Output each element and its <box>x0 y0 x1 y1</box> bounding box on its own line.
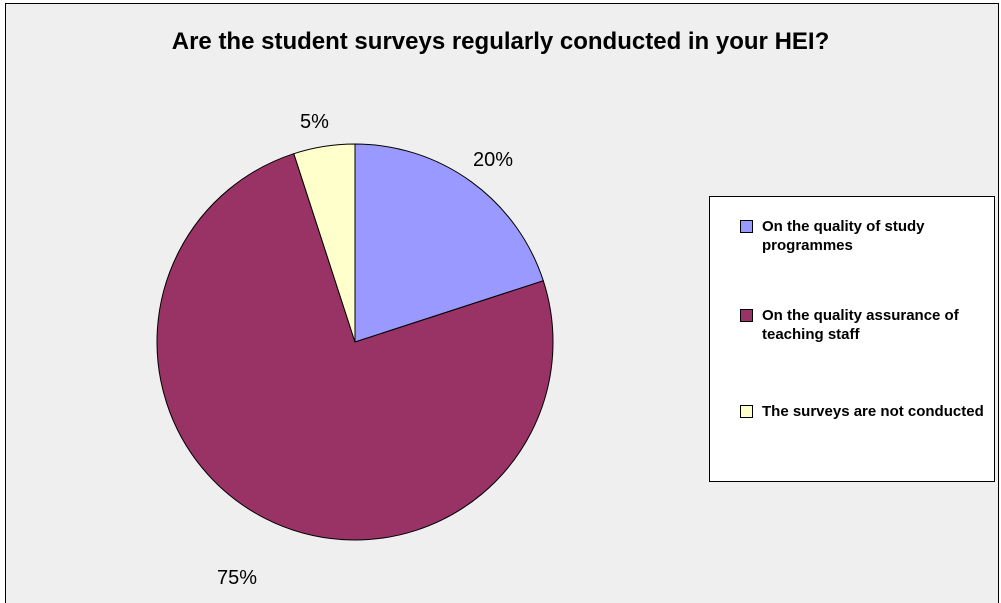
data-label-teaching-staff: 75% <box>217 567 257 589</box>
data-label-not-conducted: 5% <box>300 111 329 133</box>
legend-swatch-study-programmes <box>740 220 753 233</box>
legend-item-not-conducted: The surveys are not conducted <box>740 402 1001 421</box>
legend-item-study-programmes: On the quality of study programmes <box>740 217 1001 255</box>
legend-label-study-programmes: On the quality of study programmes <box>762 217 1001 255</box>
data-label-study-programmes: 20% <box>473 149 513 171</box>
legend-swatch-teaching-staff <box>740 309 753 322</box>
chart-legend: On the quality of study programmes On th… <box>709 196 995 482</box>
legend-label-not-conducted: The surveys are not conducted <box>762 402 1001 421</box>
legend-label-teaching-staff: On the quality assurance of teaching sta… <box>762 306 1001 344</box>
legend-swatch-not-conducted <box>740 405 753 418</box>
legend-item-teaching-staff: On the quality assurance of teaching sta… <box>740 306 1001 344</box>
